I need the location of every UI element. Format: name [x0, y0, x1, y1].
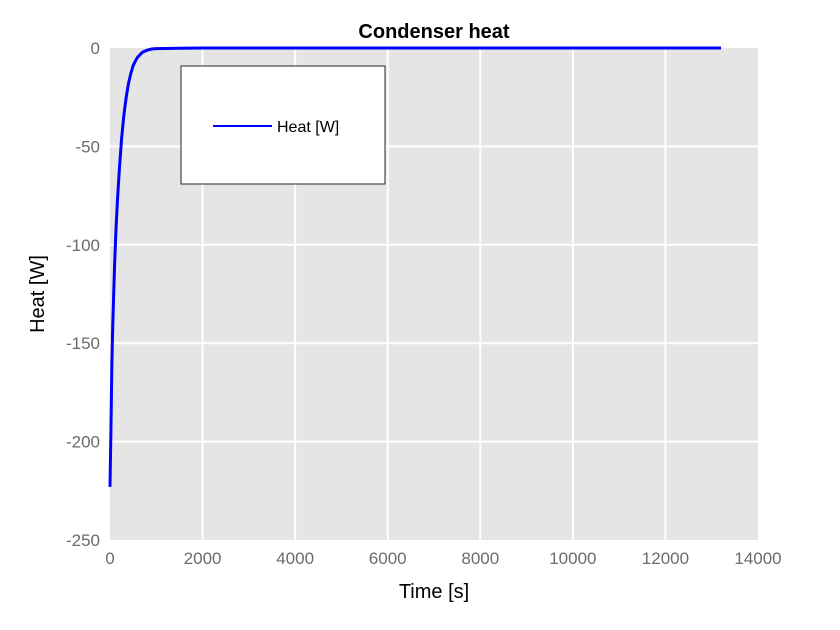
y-tick-label: -100	[66, 236, 100, 255]
x-tick-label: 6000	[369, 549, 407, 568]
x-axis-label: Time [s]	[399, 581, 469, 603]
legend-box	[180, 65, 386, 185]
y-tick-label: -50	[75, 137, 100, 156]
x-tick-label: 0	[105, 549, 114, 568]
y-tick-label: -250	[66, 531, 100, 550]
series-line-heat	[108, 46, 721, 487]
chart-title: Condenser heat	[358, 21, 509, 43]
y-tick-label: -150	[66, 334, 100, 353]
x-tick-label: 14000	[734, 549, 781, 568]
y-tick-label: 0	[91, 39, 100, 58]
x-tick-label: 10000	[549, 549, 596, 568]
x-tick-label: 2000	[184, 549, 222, 568]
legend-label-heat: Heat [W]	[277, 119, 339, 136]
legend: Heat [W]	[180, 65, 386, 185]
x-tick-label: 4000	[276, 549, 314, 568]
x-tick-label: 12000	[642, 549, 689, 568]
tick-labels: 0 2000 4000 6000 8000 10000 12000 14000 0 -50 -100…	[66, 39, 782, 568]
x-tick-label: 8000	[461, 549, 499, 568]
y-axis-label: Heat [W]	[27, 255, 49, 333]
y-tick-label: -200	[66, 433, 100, 452]
series-layer	[108, 46, 721, 487]
grid	[110, 48, 758, 540]
